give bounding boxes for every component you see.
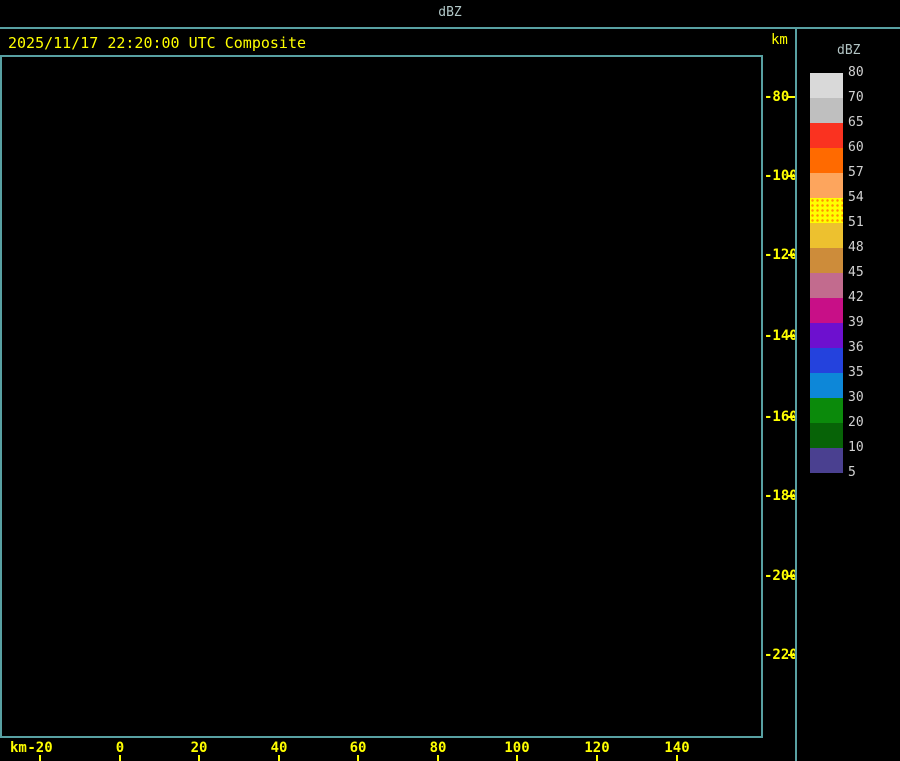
- legend-color-box: [810, 323, 843, 348]
- legend-value-label: 35: [848, 365, 864, 380]
- right-axis-tick: [788, 96, 796, 98]
- legend-color-box: [810, 423, 843, 448]
- legend-color-box: [810, 273, 843, 298]
- legend-value-label: 65: [848, 115, 864, 130]
- bottom-axis-tick: [39, 755, 41, 761]
- bottom-axis-label: 60: [349, 740, 367, 756]
- right-axis-label: -200: [764, 568, 798, 584]
- legend-value-label: 70: [848, 90, 864, 105]
- right-axis-tick: [788, 495, 796, 497]
- bottom-axis-label: 80: [429, 740, 447, 756]
- legend-value-label: 20: [848, 415, 864, 430]
- right-axis-label: -220: [764, 647, 798, 663]
- legend-value-label: 36: [848, 340, 864, 355]
- bottom-axis-label: 140: [664, 740, 690, 756]
- title-bar: dBZ: [0, 0, 900, 29]
- bottom-axis-tick: [278, 755, 280, 761]
- legend-value-label: 80: [848, 65, 864, 80]
- right-axis-tick: [788, 254, 796, 256]
- bottom-axis-label: -20: [27, 740, 53, 756]
- legend-color-box: [810, 73, 843, 98]
- legend-color-box: [810, 123, 843, 148]
- legend-color-box: [810, 348, 843, 373]
- bottom-axis-label: 0: [115, 740, 125, 756]
- bottom-axis-label: 40: [270, 740, 288, 756]
- bottom-axis-label: 100: [504, 740, 530, 756]
- bottom-axis-label: 20: [190, 740, 208, 756]
- legend-value-label: 42: [848, 290, 864, 305]
- legend-color-box: [810, 148, 843, 173]
- legend-color-box: [810, 223, 843, 248]
- legend-value-label: 39: [848, 315, 864, 330]
- legend-value-label: 57: [848, 165, 864, 180]
- legend-value-label: 45: [848, 265, 864, 280]
- bottom-axis-tick: [676, 755, 678, 761]
- legend-color-box: [810, 373, 843, 398]
- right-axis-label: -180: [764, 488, 798, 504]
- right-axis-label: -160: [764, 409, 798, 425]
- right-axis-label: -120: [764, 247, 798, 263]
- bottom-axis-tick: [516, 755, 518, 761]
- bottom-axis-tick: [437, 755, 439, 761]
- right-axis-label: -80: [764, 89, 790, 105]
- map-border-frame: [0, 55, 763, 738]
- timestamp-label: 2025/11/17 22:20:00 UTC Composite: [8, 34, 307, 52]
- legend-color-box: [810, 198, 843, 223]
- legend-color-box: [810, 98, 843, 123]
- bottom-axis-tick: [119, 755, 121, 761]
- bottom-axis-label: 120: [584, 740, 610, 756]
- right-axis-label: -140: [764, 328, 798, 344]
- right-axis-tick: [788, 654, 796, 656]
- bottom-axis-tick: [596, 755, 598, 761]
- legend-value-label: 60: [848, 140, 864, 155]
- right-axis-label: -100: [764, 168, 798, 184]
- legend-color-box: [810, 173, 843, 198]
- right-axis-tick: [788, 335, 796, 337]
- legend-value-label: 51: [848, 215, 864, 230]
- bottom-axis-tick: [198, 755, 200, 761]
- legend-value-label: 48: [848, 240, 864, 255]
- legend-color-box: [810, 448, 843, 473]
- legend-value-label: 5: [848, 465, 856, 480]
- bottom-axis-tick: [357, 755, 359, 761]
- legend-color-box: [810, 298, 843, 323]
- legend-panel: dBZ 80 70 65 60 57 54 51 48 45 42 39 36 35 30 20 10 5: [795, 29, 900, 761]
- axis-unit-bottom: km: [10, 740, 27, 756]
- legend-color-box: [810, 398, 843, 423]
- right-axis-tick: [788, 575, 796, 577]
- axis-unit-top: km: [771, 32, 788, 48]
- legend-value-label: 54: [848, 190, 864, 205]
- right-axis-tick: [788, 416, 796, 418]
- bottom-axis: km -20 0 20 40 60 80 100 120 140: [0, 738, 795, 761]
- legend-color-box: [810, 248, 843, 273]
- legend-value-label: 30: [848, 390, 864, 405]
- legend-value-label: 10: [848, 440, 864, 455]
- page-title: dBZ: [438, 5, 462, 20]
- right-axis-tick: [788, 175, 796, 177]
- legend-title: dBZ: [837, 43, 861, 58]
